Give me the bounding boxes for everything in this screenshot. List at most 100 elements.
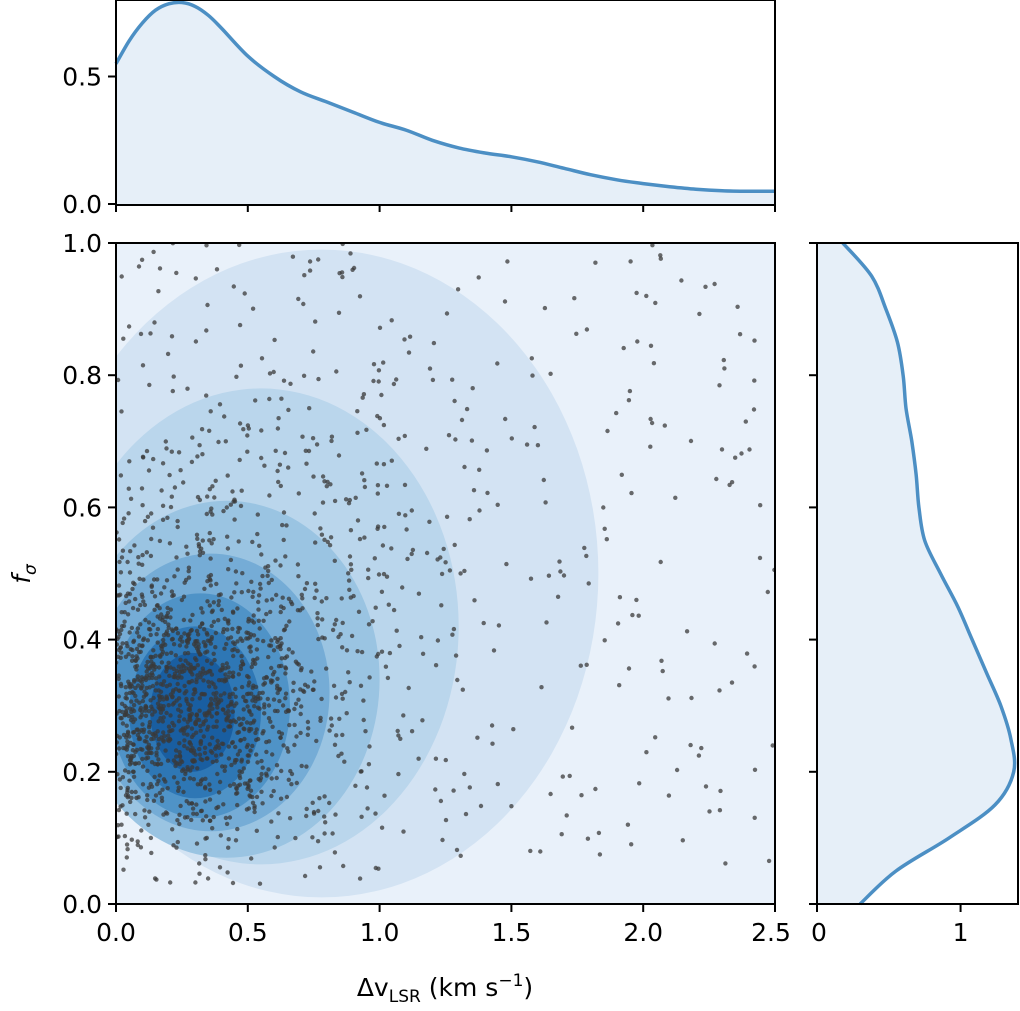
scatter-point xyxy=(309,669,314,674)
kde-contours xyxy=(116,249,599,898)
scatter-point xyxy=(246,588,251,594)
scatter-point xyxy=(239,590,244,595)
scatter-point xyxy=(237,775,243,781)
scatter-point xyxy=(170,628,176,634)
scatter-point xyxy=(228,635,234,640)
scatter-point xyxy=(137,729,142,735)
scatter-point xyxy=(232,647,237,652)
scatter-point xyxy=(177,753,183,758)
scatter-point xyxy=(287,619,292,624)
scatter-point xyxy=(116,823,121,828)
scatter-point xyxy=(532,424,537,430)
scatter-point xyxy=(558,569,563,574)
scatter-point xyxy=(148,627,153,632)
scatter-point xyxy=(464,406,470,412)
scatter-point xyxy=(136,561,141,566)
scatter-point xyxy=(116,583,122,588)
scatter-point xyxy=(381,462,387,467)
scatter-point xyxy=(127,570,133,575)
scatter-point xyxy=(213,685,218,690)
scatter-point xyxy=(181,789,186,795)
scatter-point xyxy=(151,622,156,627)
scatter-point xyxy=(177,821,182,827)
scatter-point xyxy=(178,657,183,662)
scatter-point xyxy=(171,758,177,763)
right-marginal-fill xyxy=(817,243,1015,904)
scatter-point xyxy=(256,593,262,598)
scatter-point xyxy=(145,514,151,519)
scatter-point xyxy=(149,850,154,856)
scatter-point xyxy=(170,827,175,832)
scatter-point xyxy=(185,386,190,391)
scatter-point xyxy=(272,708,278,714)
scatter-point xyxy=(364,427,369,432)
scatter-point xyxy=(478,803,484,809)
scatter-point xyxy=(168,504,174,510)
scatter-point xyxy=(593,786,598,792)
scatter-point xyxy=(444,514,450,519)
scatter-point xyxy=(143,617,148,623)
scatter-point xyxy=(202,750,208,756)
scatter-point xyxy=(163,810,169,815)
scatter-point xyxy=(255,760,260,765)
scatter-point xyxy=(355,649,360,654)
scatter-point xyxy=(394,628,399,633)
scatter-point xyxy=(650,243,655,248)
scatter-point xyxy=(247,708,252,713)
scatter-point xyxy=(257,543,262,548)
scatter-point xyxy=(225,627,230,632)
scatter-point xyxy=(124,842,130,847)
scatter-point xyxy=(211,537,216,542)
scatter-point xyxy=(202,586,207,591)
scatter-point xyxy=(148,835,154,841)
scatter-point xyxy=(233,694,238,699)
scatter-point xyxy=(283,665,288,670)
scatter-point xyxy=(176,450,182,455)
scatter-point xyxy=(134,663,140,669)
scatter-point xyxy=(231,718,236,723)
scatter-point xyxy=(329,434,335,439)
scatter-point xyxy=(253,398,258,403)
scatter-point xyxy=(238,503,244,509)
scatter-point xyxy=(245,423,251,428)
scatter-point xyxy=(496,623,502,628)
scatter-point xyxy=(215,697,221,702)
scatter-point xyxy=(275,690,280,696)
scatter-point xyxy=(153,733,159,738)
scatter-point xyxy=(214,719,219,724)
scatter-point xyxy=(619,472,624,477)
scatter-point xyxy=(215,701,221,706)
scatter-point xyxy=(254,752,259,757)
scatter-point xyxy=(327,800,332,806)
scatter-point xyxy=(211,724,216,729)
scatter-point xyxy=(353,495,358,500)
scatter-point xyxy=(159,652,165,657)
scatter-point xyxy=(452,398,457,404)
scatter-point xyxy=(171,642,177,647)
scatter-point xyxy=(286,647,292,652)
scatter-point xyxy=(274,763,280,768)
scatter-point xyxy=(140,764,146,769)
scatter-point xyxy=(149,583,154,588)
scatter-point xyxy=(254,647,260,652)
scatter-point xyxy=(138,705,144,711)
scatter-point xyxy=(370,619,375,624)
top-marginal-curve xyxy=(114,0,775,194)
scatter-point xyxy=(179,675,184,680)
scatter-point xyxy=(139,257,145,262)
scatter-point xyxy=(311,809,317,815)
scatter-point xyxy=(135,626,141,631)
scatter-point xyxy=(125,847,130,852)
scatter-point xyxy=(396,771,401,777)
scatter-point xyxy=(401,713,406,718)
scatter-point xyxy=(266,654,271,660)
scatter-point xyxy=(197,497,203,503)
scatter-point xyxy=(538,849,543,854)
scatter-point xyxy=(122,768,128,773)
scatter-point xyxy=(178,803,183,809)
scatter-point xyxy=(158,710,164,715)
scatter-point xyxy=(157,693,162,698)
scatter-point xyxy=(144,734,149,739)
scatter-point xyxy=(151,456,156,462)
